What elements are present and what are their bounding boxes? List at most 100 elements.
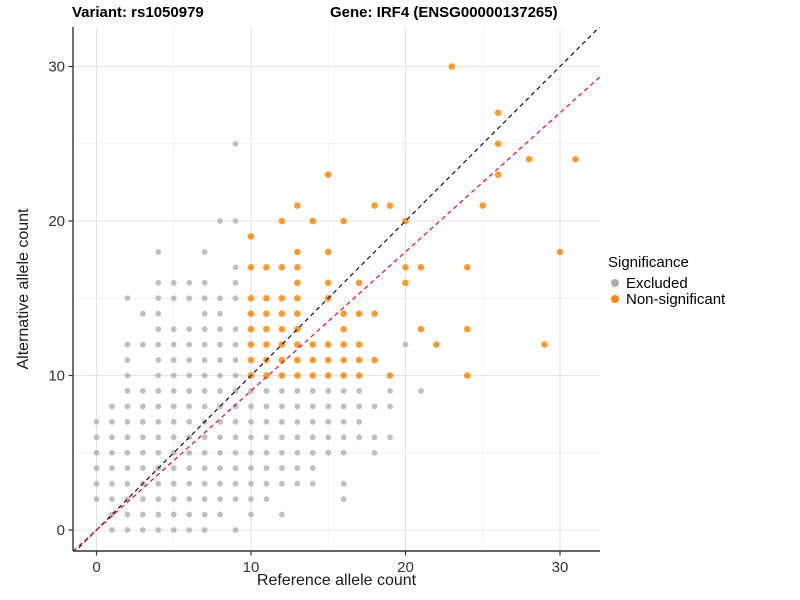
data-point bbox=[278, 217, 286, 225]
data-point bbox=[340, 388, 347, 394]
data-point bbox=[155, 480, 162, 487]
data-point bbox=[186, 465, 193, 472]
data-point bbox=[232, 341, 239, 348]
data-point bbox=[201, 434, 208, 441]
data-point bbox=[170, 341, 177, 348]
data-point bbox=[139, 449, 146, 456]
data-point bbox=[263, 418, 270, 425]
data-point bbox=[340, 418, 347, 425]
data-point bbox=[355, 310, 363, 318]
data-point bbox=[155, 372, 162, 379]
data-point bbox=[278, 264, 286, 271]
data-point bbox=[324, 279, 332, 287]
data-point bbox=[109, 403, 115, 410]
data-point bbox=[232, 295, 239, 302]
y-tick-label: 20 bbox=[48, 213, 65, 230]
data-point bbox=[217, 218, 224, 224]
data-point bbox=[309, 434, 316, 441]
data-point bbox=[248, 480, 254, 487]
data-point bbox=[294, 388, 301, 394]
data-point bbox=[232, 403, 239, 410]
data-point bbox=[263, 310, 270, 318]
data-point bbox=[294, 434, 301, 441]
data-point bbox=[247, 356, 255, 364]
data-point bbox=[201, 341, 208, 348]
data-point bbox=[279, 434, 285, 441]
data-point bbox=[572, 155, 579, 163]
data-point bbox=[278, 372, 286, 379]
data-point bbox=[217, 465, 224, 472]
data-point bbox=[278, 325, 286, 333]
data-point bbox=[155, 279, 162, 286]
data-point bbox=[294, 449, 301, 456]
data-point bbox=[124, 357, 131, 363]
data-point bbox=[217, 434, 224, 441]
data-point bbox=[248, 434, 254, 441]
data-point bbox=[525, 155, 533, 163]
data-point bbox=[371, 434, 378, 441]
data-point bbox=[309, 217, 317, 225]
data-point bbox=[294, 294, 301, 302]
data-point bbox=[556, 248, 564, 256]
data-point bbox=[232, 264, 239, 271]
data-point bbox=[155, 434, 162, 441]
legend-title: Significance bbox=[608, 254, 689, 271]
data-point bbox=[217, 496, 224, 502]
x-tick-label: 0 bbox=[92, 559, 100, 576]
data-point bbox=[263, 294, 270, 302]
data-point bbox=[294, 480, 301, 487]
data-point bbox=[417, 325, 425, 333]
y-axis-ticks: 0 10 20 30 bbox=[48, 59, 73, 539]
data-point bbox=[139, 388, 146, 394]
data-point bbox=[340, 480, 347, 487]
data-point bbox=[170, 372, 177, 379]
data-point bbox=[448, 63, 456, 70]
data-point bbox=[294, 341, 301, 348]
data-point bbox=[494, 140, 502, 148]
axes bbox=[72, 27, 600, 552]
data-point bbox=[324, 372, 332, 379]
data-point bbox=[294, 310, 301, 318]
data-point bbox=[170, 403, 177, 410]
data-point bbox=[325, 418, 332, 425]
data-point bbox=[340, 449, 347, 456]
data-point bbox=[155, 341, 162, 348]
data-point bbox=[279, 480, 285, 487]
data-point bbox=[340, 372, 348, 379]
data-point bbox=[93, 434, 100, 441]
data-point bbox=[201, 511, 208, 518]
data-point bbox=[139, 418, 146, 425]
data-point bbox=[217, 511, 224, 518]
data-point bbox=[170, 326, 177, 333]
data-point bbox=[263, 434, 270, 441]
data-point bbox=[247, 310, 255, 318]
data-point bbox=[279, 388, 285, 394]
data-point bbox=[247, 325, 255, 333]
data-point bbox=[139, 511, 146, 518]
data-point bbox=[139, 434, 146, 441]
data-point bbox=[186, 449, 193, 456]
data-point bbox=[356, 418, 363, 425]
data-point bbox=[170, 465, 177, 472]
data-point bbox=[464, 325, 471, 333]
data-point bbox=[232, 357, 239, 363]
data-point bbox=[263, 372, 270, 379]
data-point bbox=[247, 341, 255, 348]
data-point bbox=[201, 295, 208, 302]
data-point bbox=[201, 403, 208, 410]
data-point bbox=[170, 480, 177, 487]
data-point bbox=[263, 465, 270, 472]
data-point bbox=[387, 388, 393, 394]
data-point bbox=[170, 357, 177, 363]
legend-item-non-significant: Non-significant bbox=[608, 291, 796, 308]
legend: Significance Excluded Non-significant bbox=[608, 254, 796, 308]
data-point bbox=[93, 465, 100, 472]
data-point bbox=[93, 480, 100, 487]
data-point bbox=[387, 434, 393, 441]
data-point bbox=[155, 295, 162, 302]
data-point bbox=[386, 372, 394, 379]
data-point bbox=[464, 264, 471, 271]
y-tick-label: 30 bbox=[48, 59, 65, 76]
excluded-dot-icon bbox=[611, 279, 619, 287]
